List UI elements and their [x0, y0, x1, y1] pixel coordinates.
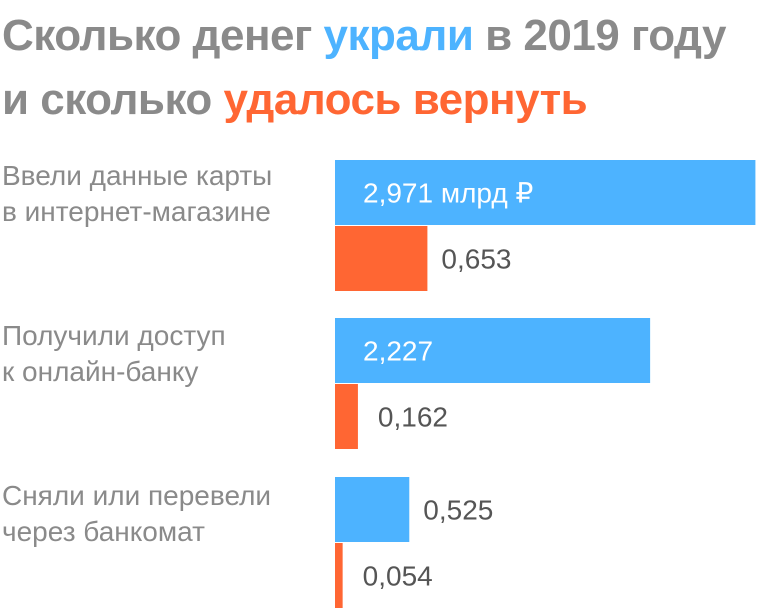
category-label-card: Ввели данные карты в интернет-магазине	[2, 158, 322, 230]
data-label-stolen-0: 2,971 млрд ₽	[363, 178, 533, 209]
category-label-line: в интернет-магазине	[2, 196, 271, 227]
title-part-3: в 2019 году	[473, 11, 726, 60]
category-label-atm: Сняли или перевели через банкомат	[2, 478, 322, 550]
bar-stolen-2	[335, 477, 410, 542]
bar-returned-2	[335, 543, 343, 608]
bar-stolen-0	[335, 160, 756, 225]
title-part-4: и сколько	[2, 75, 224, 124]
chart-title: Сколько денег украли в 2019 году и скольк…	[2, 4, 768, 132]
data-label-returned-0: 0,653	[441, 244, 511, 275]
category-label-line: Сняли или перевели	[2, 480, 272, 511]
data-label-stolen-1: 2,227	[363, 336, 433, 367]
category-label-line: к онлайн-банку	[2, 356, 199, 387]
title-highlight-returned: удалось вернуть	[223, 75, 588, 124]
data-label-returned-1: 0,162	[378, 402, 448, 433]
bar-stolen-1	[335, 318, 651, 383]
data-label-returned-2: 0,054	[363, 561, 433, 592]
category-label-line: Получили доступ	[2, 320, 226, 351]
category-label-online-bank: Получили доступ к онлайн-банку	[2, 318, 322, 390]
bar-returned-1	[335, 384, 358, 449]
bar-returned-0	[335, 226, 428, 291]
title-highlight-stolen: украли	[323, 11, 474, 60]
category-label-line: через банкомат	[2, 516, 205, 547]
title-part-1: Сколько денег	[2, 11, 324, 60]
data-label-stolen-2: 0,525	[423, 495, 493, 526]
category-label-line: Ввели данные карты	[2, 160, 273, 191]
